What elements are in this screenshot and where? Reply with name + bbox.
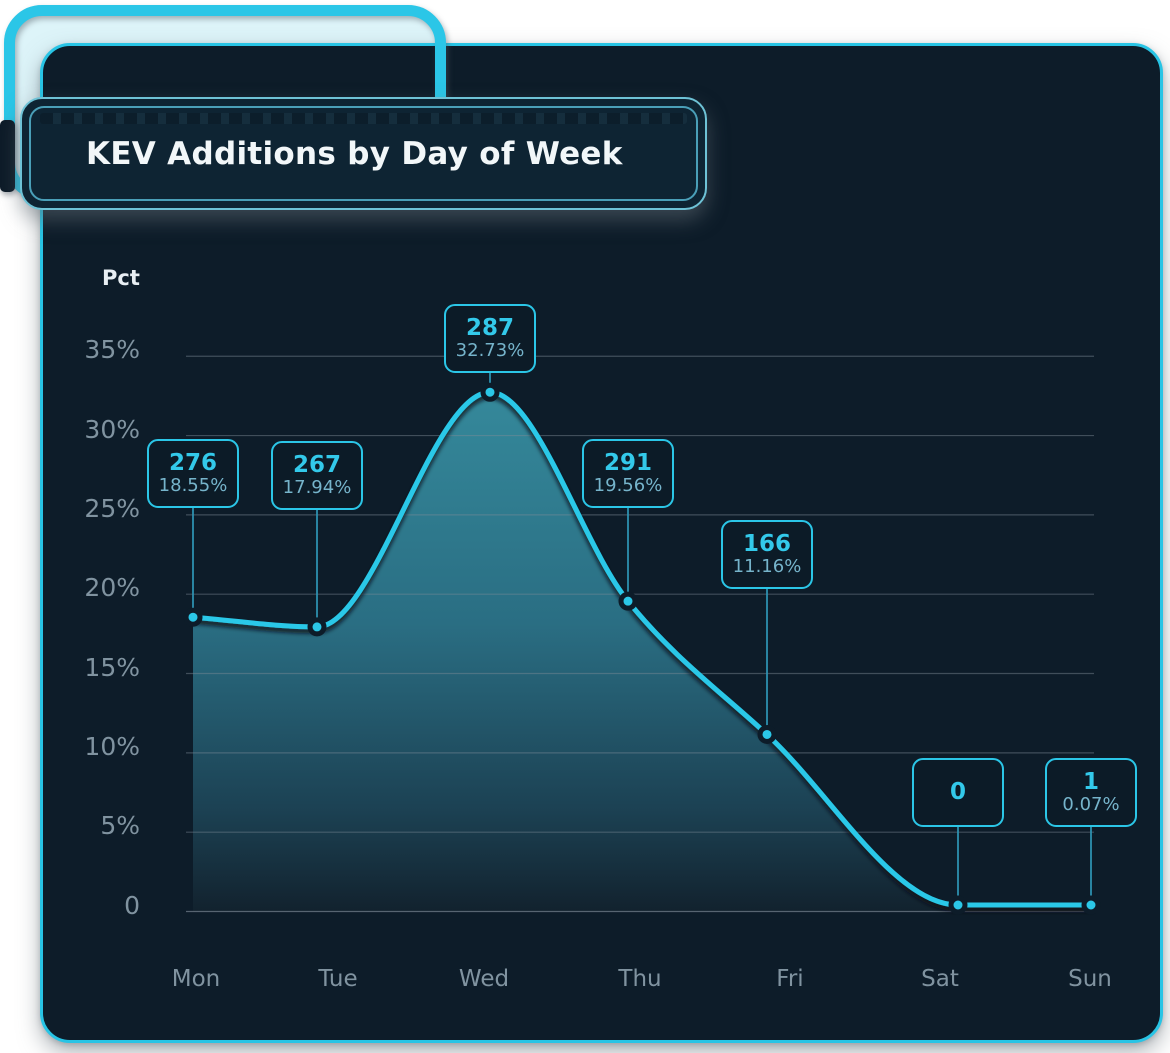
x-tick-label-wed: Wed: [458, 966, 510, 992]
point-label-pct: 11.16%: [732, 556, 802, 578]
point-label-count: 0: [949, 778, 966, 805]
point-label-box-sat: 0: [912, 758, 1004, 827]
y-tick-label: 35%: [84, 335, 140, 365]
side-tab: [0, 120, 15, 192]
point-label-count: 166: [742, 530, 791, 557]
data-point-fri[interactable]: [757, 724, 777, 744]
x-tick-label-sat: Sat: [921, 966, 959, 992]
y-tick-label: 20%: [84, 573, 140, 603]
data-point-sat[interactable]: [948, 895, 968, 915]
point-label-box-mon: 276 18.55%: [147, 439, 239, 508]
data-point-wed[interactable]: [480, 382, 500, 402]
point-label-count: 287: [465, 314, 514, 341]
data-point-thu[interactable]: [618, 591, 638, 611]
x-tick-label-sun: Sun: [1068, 966, 1112, 992]
y-tick-label: 0: [124, 890, 140, 920]
title-box-texture: [40, 113, 687, 124]
x-tick-label-thu: Thu: [618, 966, 662, 992]
point-label-count: 291: [603, 449, 652, 476]
point-label-count: 267: [292, 451, 341, 478]
chart-title-box: KEV Additions by Day of Week: [20, 97, 707, 210]
y-tick-label: 15%: [84, 652, 140, 682]
point-label-count: 1: [1082, 768, 1099, 795]
data-point-tue[interactable]: [307, 617, 327, 637]
point-label-pct: 0.07%: [1062, 794, 1120, 816]
x-tick-label-fri: Fri: [776, 966, 804, 992]
y-tick-label: 10%: [84, 731, 140, 761]
x-tick-label-tue: Tue: [318, 966, 358, 992]
point-label-box-thu: 291 19.56%: [582, 439, 674, 508]
point-label-count: 276: [168, 449, 217, 476]
chart-title: KEV Additions by Day of Week: [86, 135, 623, 172]
y-tick-label: 30%: [84, 414, 140, 444]
point-label-box-sun: 1 0.07%: [1045, 758, 1137, 827]
x-tick-label-mon: Mon: [171, 966, 221, 992]
title-box-inner-border: [29, 106, 698, 201]
point-label-pct: 17.94%: [282, 477, 352, 499]
y-tick-label: 25%: [84, 493, 140, 523]
point-label-pct: 18.55%: [158, 475, 228, 497]
y-tick-label: 5%: [100, 811, 140, 841]
point-label-box-wed: 287 32.73%: [444, 304, 536, 373]
point-label-box-tue: 267 17.94%: [271, 441, 363, 510]
point-label-pct: 32.73%: [455, 340, 525, 362]
data-point-sun[interactable]: [1081, 895, 1101, 915]
data-point-mon[interactable]: [183, 607, 203, 627]
y-axis-label: Pct: [102, 266, 140, 290]
point-label-box-fri: 166 11.16%: [721, 520, 813, 589]
point-label-pct: 19.56%: [593, 475, 663, 497]
